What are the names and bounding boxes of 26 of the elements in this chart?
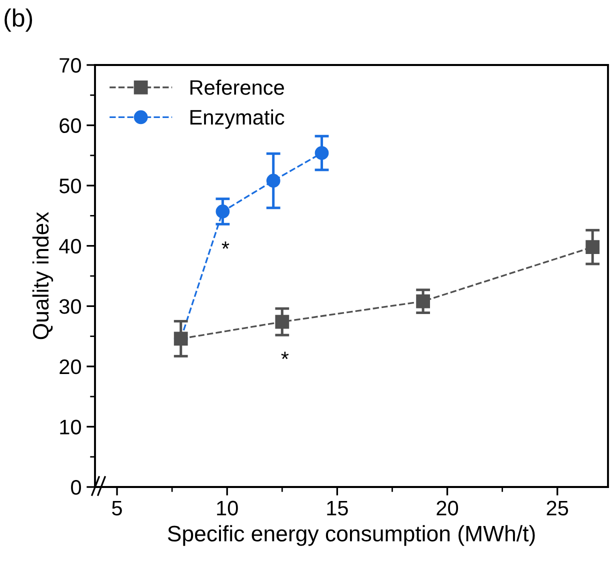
y-tick-label: 70 (60, 58, 81, 73)
legend-label: Enzymatic (190, 109, 284, 129)
text: (b) (4, 8, 32, 32)
y-axis-title: Quality index (32, 212, 54, 340)
x-tick-label: 20 (436, 500, 458, 516)
point (266, 174, 280, 188)
x-axis-title: Specific energy consumption (MWh/t) (168, 525, 535, 546)
point (314, 146, 329, 160)
y-tick-label: 60 (60, 118, 81, 134)
point (586, 240, 600, 254)
x-tick-label: 10 (217, 500, 238, 516)
y-tick-label: 40 (59, 238, 81, 254)
y-tick-label: 0 (71, 480, 81, 495)
annotation: * (222, 241, 230, 249)
x-tick-label: 25 (546, 500, 568, 516)
point (416, 294, 430, 308)
point (275, 314, 290, 329)
x-tick-label: 5 (112, 500, 122, 516)
legend-label: Reference (190, 80, 284, 95)
y-tick-label: 30 (59, 299, 81, 314)
y-tick-label: 50 (59, 178, 81, 194)
x-tick-label: 15 (327, 500, 348, 516)
point (216, 204, 230, 218)
y-tick-label: 10 (60, 420, 81, 434)
annotation: * (281, 352, 289, 360)
y-tick-label: 20 (60, 359, 81, 374)
